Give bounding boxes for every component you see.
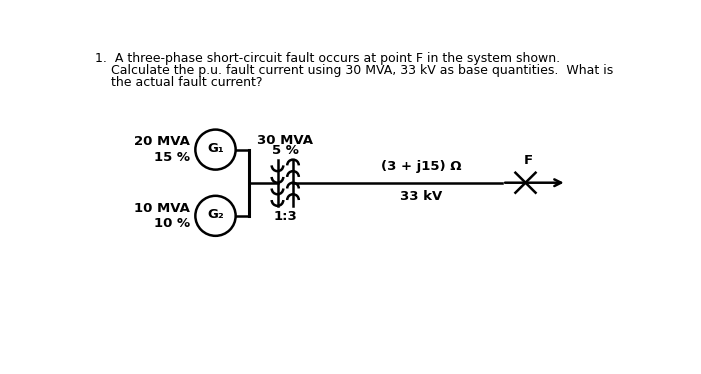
- Text: G₁: G₁: [207, 142, 224, 154]
- Text: 10 %: 10 %: [154, 217, 190, 230]
- Text: 1.  A three-phase short-circuit fault occurs at point F in the system shown.: 1. A three-phase short-circuit fault occ…: [95, 52, 561, 65]
- Text: Calculate the p.u. fault current using 30 MVA, 33 kV as base quantities.  What i: Calculate the p.u. fault current using 3…: [95, 64, 613, 77]
- Text: G₂: G₂: [207, 208, 224, 221]
- Text: 30 MVA: 30 MVA: [257, 134, 313, 147]
- Text: 20 MVA: 20 MVA: [134, 135, 190, 148]
- Text: 15 %: 15 %: [154, 151, 190, 164]
- Text: 10 MVA: 10 MVA: [134, 202, 190, 215]
- Text: 1:3: 1:3: [273, 210, 297, 223]
- Text: 5 %: 5 %: [272, 144, 299, 157]
- Text: the actual fault current?: the actual fault current?: [95, 76, 263, 89]
- Text: 33 kV: 33 kV: [400, 190, 442, 203]
- Text: (3 + j15) Ω: (3 + j15) Ω: [381, 160, 461, 174]
- Text: F: F: [524, 154, 533, 167]
